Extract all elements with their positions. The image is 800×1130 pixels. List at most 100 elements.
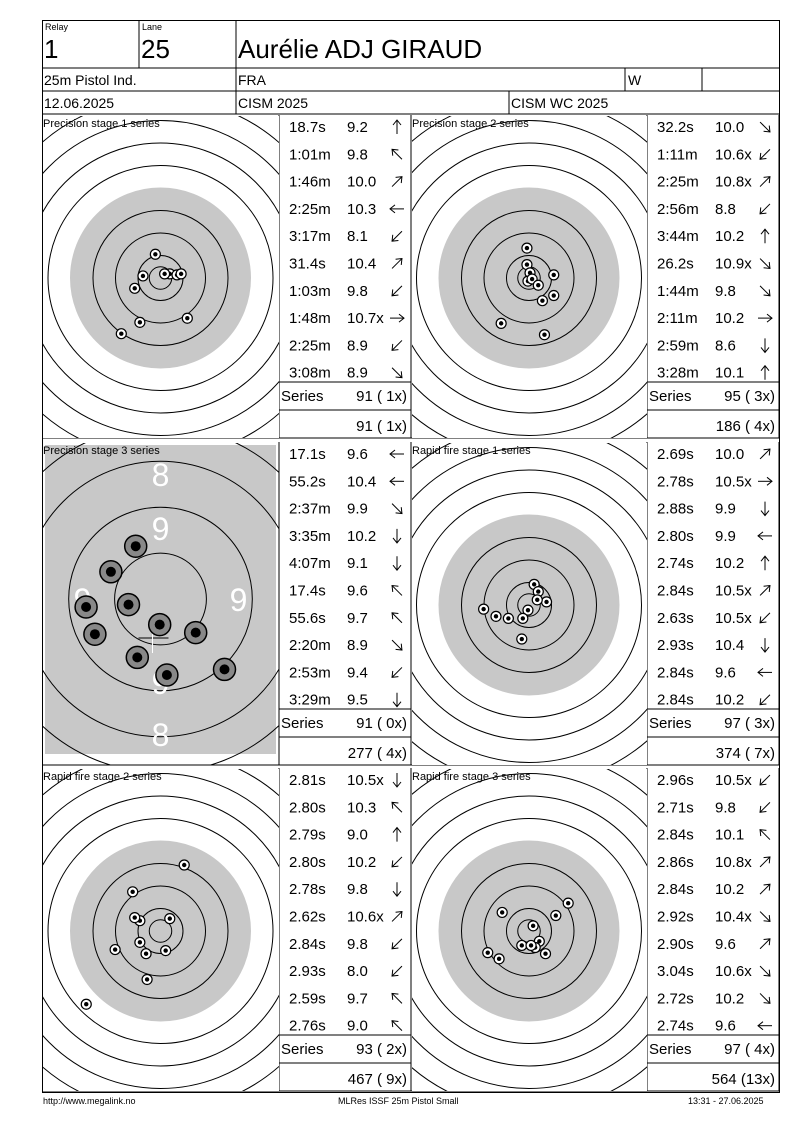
arrow-shaft — [391, 639, 403, 651]
lane-label: Lane — [142, 22, 163, 32]
arrow-head — [757, 531, 764, 541]
direction-arrow-icon — [391, 285, 403, 297]
shot-score: 9.0 — [347, 1018, 368, 1035]
shooter-name: Aurélie ADJ GIRAUD — [238, 34, 483, 64]
arrow-shaft — [759, 911, 771, 922]
shot-hit-core — [182, 862, 187, 868]
shot-hit-core — [89, 629, 100, 640]
ring-number: 7 — [525, 744, 533, 761]
direction-arrow-icon — [391, 340, 403, 351]
arrow-shaft — [759, 176, 771, 187]
arrow-shaft — [391, 176, 403, 187]
arrow-shaft — [759, 965, 771, 977]
arrow-head — [389, 204, 396, 214]
arrow-shaft — [391, 285, 403, 297]
direction-arrow-icon — [391, 148, 403, 160]
shot-score: 9.6 — [715, 664, 736, 681]
shot-score: 8.8 — [715, 201, 736, 218]
shot-score: 9.4 — [347, 664, 368, 681]
arrow-head — [759, 616, 767, 624]
shot-hit-core — [551, 293, 556, 298]
shot-hit-core — [529, 276, 535, 282]
cumulative-total: 186 ( 4x) — [716, 418, 775, 435]
direction-arrow-icon — [392, 119, 402, 134]
shot-time: 31.4s — [289, 256, 326, 273]
shot-hit-core — [528, 943, 534, 948]
cumulative-total: 564 (13x) — [712, 1071, 775, 1088]
shot-hit-core — [130, 889, 135, 895]
ring-number: 7 — [379, 271, 387, 288]
arrow-shaft — [759, 856, 771, 868]
direction-arrow-icon — [391, 965, 403, 977]
series-title: Rapid fire stage 3 series — [412, 771, 531, 783]
footer-printed: 13:31 - 27.06.2025 — [688, 1096, 764, 1106]
ring-number: 8 — [525, 395, 533, 412]
direction-arrow-icon — [759, 938, 771, 950]
series-panel: 899998Precision stage 3 series17.1s9.655… — [42, 442, 412, 766]
direction-arrow-icon — [757, 531, 772, 541]
shot-score: 8.6 — [715, 337, 736, 354]
ring-number: 7 — [156, 778, 164, 795]
arrow-shaft — [759, 448, 771, 460]
ring-number: 8 — [525, 722, 533, 739]
arrow-head — [766, 313, 773, 323]
ring-number: 7 — [525, 452, 533, 469]
direction-arrow-icon — [759, 965, 771, 977]
event-name: 25m Pistol Ind. — [44, 72, 137, 88]
ring-number: 9 — [626, 924, 634, 941]
arrow-shaft — [759, 148, 771, 160]
shot-hit-core — [535, 597, 540, 603]
shot-time: 3:44m — [657, 228, 699, 245]
ring-number: 7 — [156, 1070, 164, 1087]
shot-hit-core — [531, 582, 537, 587]
arrow-shaft — [759, 612, 771, 624]
arrow-head — [391, 1020, 399, 1028]
shot-hit-core — [112, 947, 118, 952]
shot-score: 10.5x — [347, 772, 384, 789]
series-title: Precision stage 3 series — [43, 445, 160, 457]
direction-arrow-icon — [760, 555, 770, 571]
target: 44556677889966778899 — [379, 443, 647, 765]
shot-time: 17.1s — [289, 446, 326, 463]
series-panel: 44556677889966778899Precision stage 2 se… — [379, 115, 780, 439]
ring-number: 9 — [258, 271, 266, 288]
shot-time: 3:17m — [289, 228, 331, 245]
direction-arrow-icon — [759, 801, 771, 813]
shot-score: 10.6x — [715, 963, 752, 980]
series-label: Series — [649, 715, 692, 732]
shot-time: 2.78s — [657, 473, 694, 490]
shot-score: 10.3 — [347, 201, 376, 218]
arrow-head — [395, 507, 403, 515]
direction-arrow-icon — [759, 993, 771, 1004]
ring-number: 8 — [152, 457, 170, 493]
arrow-head — [760, 228, 770, 235]
shot-score: 9.8 — [715, 799, 736, 816]
shot-score: 10.6x — [715, 146, 752, 163]
shot-time: 2.86s — [657, 854, 694, 871]
arrow-head — [391, 343, 399, 351]
aiming-mark — [70, 187, 251, 369]
shot-time: 2.80s — [289, 799, 326, 816]
ring-number: 7 — [379, 598, 387, 615]
arrow-head — [391, 612, 399, 620]
shot-score: 10.1 — [715, 365, 744, 382]
arrow-head — [763, 938, 771, 946]
ring-number: 7 — [10, 924, 18, 941]
arrow-head — [763, 584, 771, 592]
ring-number: 7 — [10, 271, 18, 288]
shot-time: 26.2s — [657, 256, 694, 273]
direction-arrow-icon — [759, 448, 771, 460]
shot-time: 2.72s — [657, 990, 694, 1007]
match-date: 12.06.2025 — [44, 95, 115, 111]
arrow-head — [757, 668, 764, 677]
shot-time: 2.63s — [657, 610, 694, 627]
direction-arrow-icon — [391, 639, 403, 651]
cumulative-total: 277 ( 4x) — [348, 745, 407, 762]
footer-url[interactable]: http://www.megalink.no — [43, 1096, 136, 1106]
ring-number: 8 — [280, 271, 288, 288]
direction-arrow-icon — [391, 257, 403, 269]
arrow-head — [395, 643, 403, 651]
direction-arrow-icon — [392, 528, 402, 544]
ring-number: 9 — [424, 924, 432, 941]
ring-number: 6 — [525, 1115, 533, 1130]
